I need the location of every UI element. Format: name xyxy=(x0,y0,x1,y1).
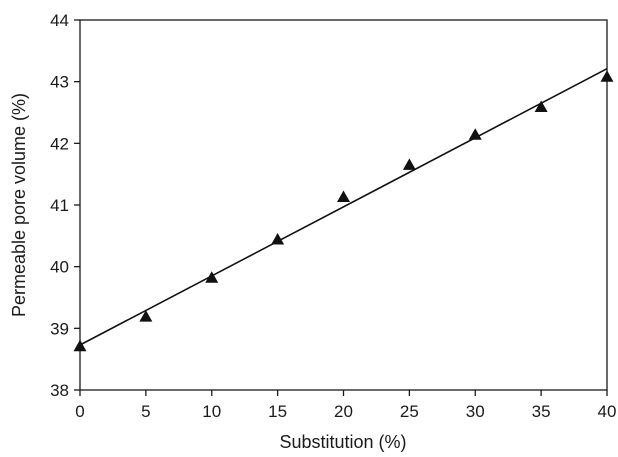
plot-frame xyxy=(79,19,608,391)
triangle-marker xyxy=(73,339,87,352)
x-axis-title: Substitution (%) xyxy=(279,432,406,452)
y-axis-title: Permeable pore volume (%) xyxy=(9,93,29,317)
data-points xyxy=(73,70,614,352)
triangle-marker xyxy=(468,128,482,140)
y-tick-label: 43 xyxy=(50,73,69,92)
x-tick-label: 40 xyxy=(598,402,617,421)
triangle-marker xyxy=(337,190,350,202)
triangle-marker xyxy=(205,271,219,283)
y-tick-label: 38 xyxy=(50,381,69,400)
x-tick-label: 30 xyxy=(466,402,485,421)
triangle-marker xyxy=(534,100,548,112)
y-tick-label: 39 xyxy=(50,319,69,338)
y-tick-label: 40 xyxy=(50,258,69,277)
x-tick-label: 0 xyxy=(75,402,84,421)
x-tick-label: 35 xyxy=(532,402,551,421)
y-axis-ticks: 38 39 40 41 42 43 44 xyxy=(50,11,80,400)
linear-fit-line xyxy=(79,68,608,346)
x-tick-label: 15 xyxy=(268,402,287,421)
x-tick-label: 25 xyxy=(400,402,419,421)
x-tick-label: 5 xyxy=(141,402,150,421)
triangle-marker xyxy=(402,158,416,170)
y-tick-label: 42 xyxy=(50,134,69,153)
triangle-marker xyxy=(139,310,153,322)
x-tick-label: 10 xyxy=(202,402,221,421)
y-tick-label: 44 xyxy=(50,11,69,30)
triangle-marker xyxy=(271,233,285,245)
x-tick-label: 20 xyxy=(334,402,353,421)
x-axis-ticks: 0 5 10 15 20 25 30 35 40 xyxy=(75,390,616,421)
triangle-marker xyxy=(600,70,614,82)
y-tick-label: 41 xyxy=(50,196,69,215)
